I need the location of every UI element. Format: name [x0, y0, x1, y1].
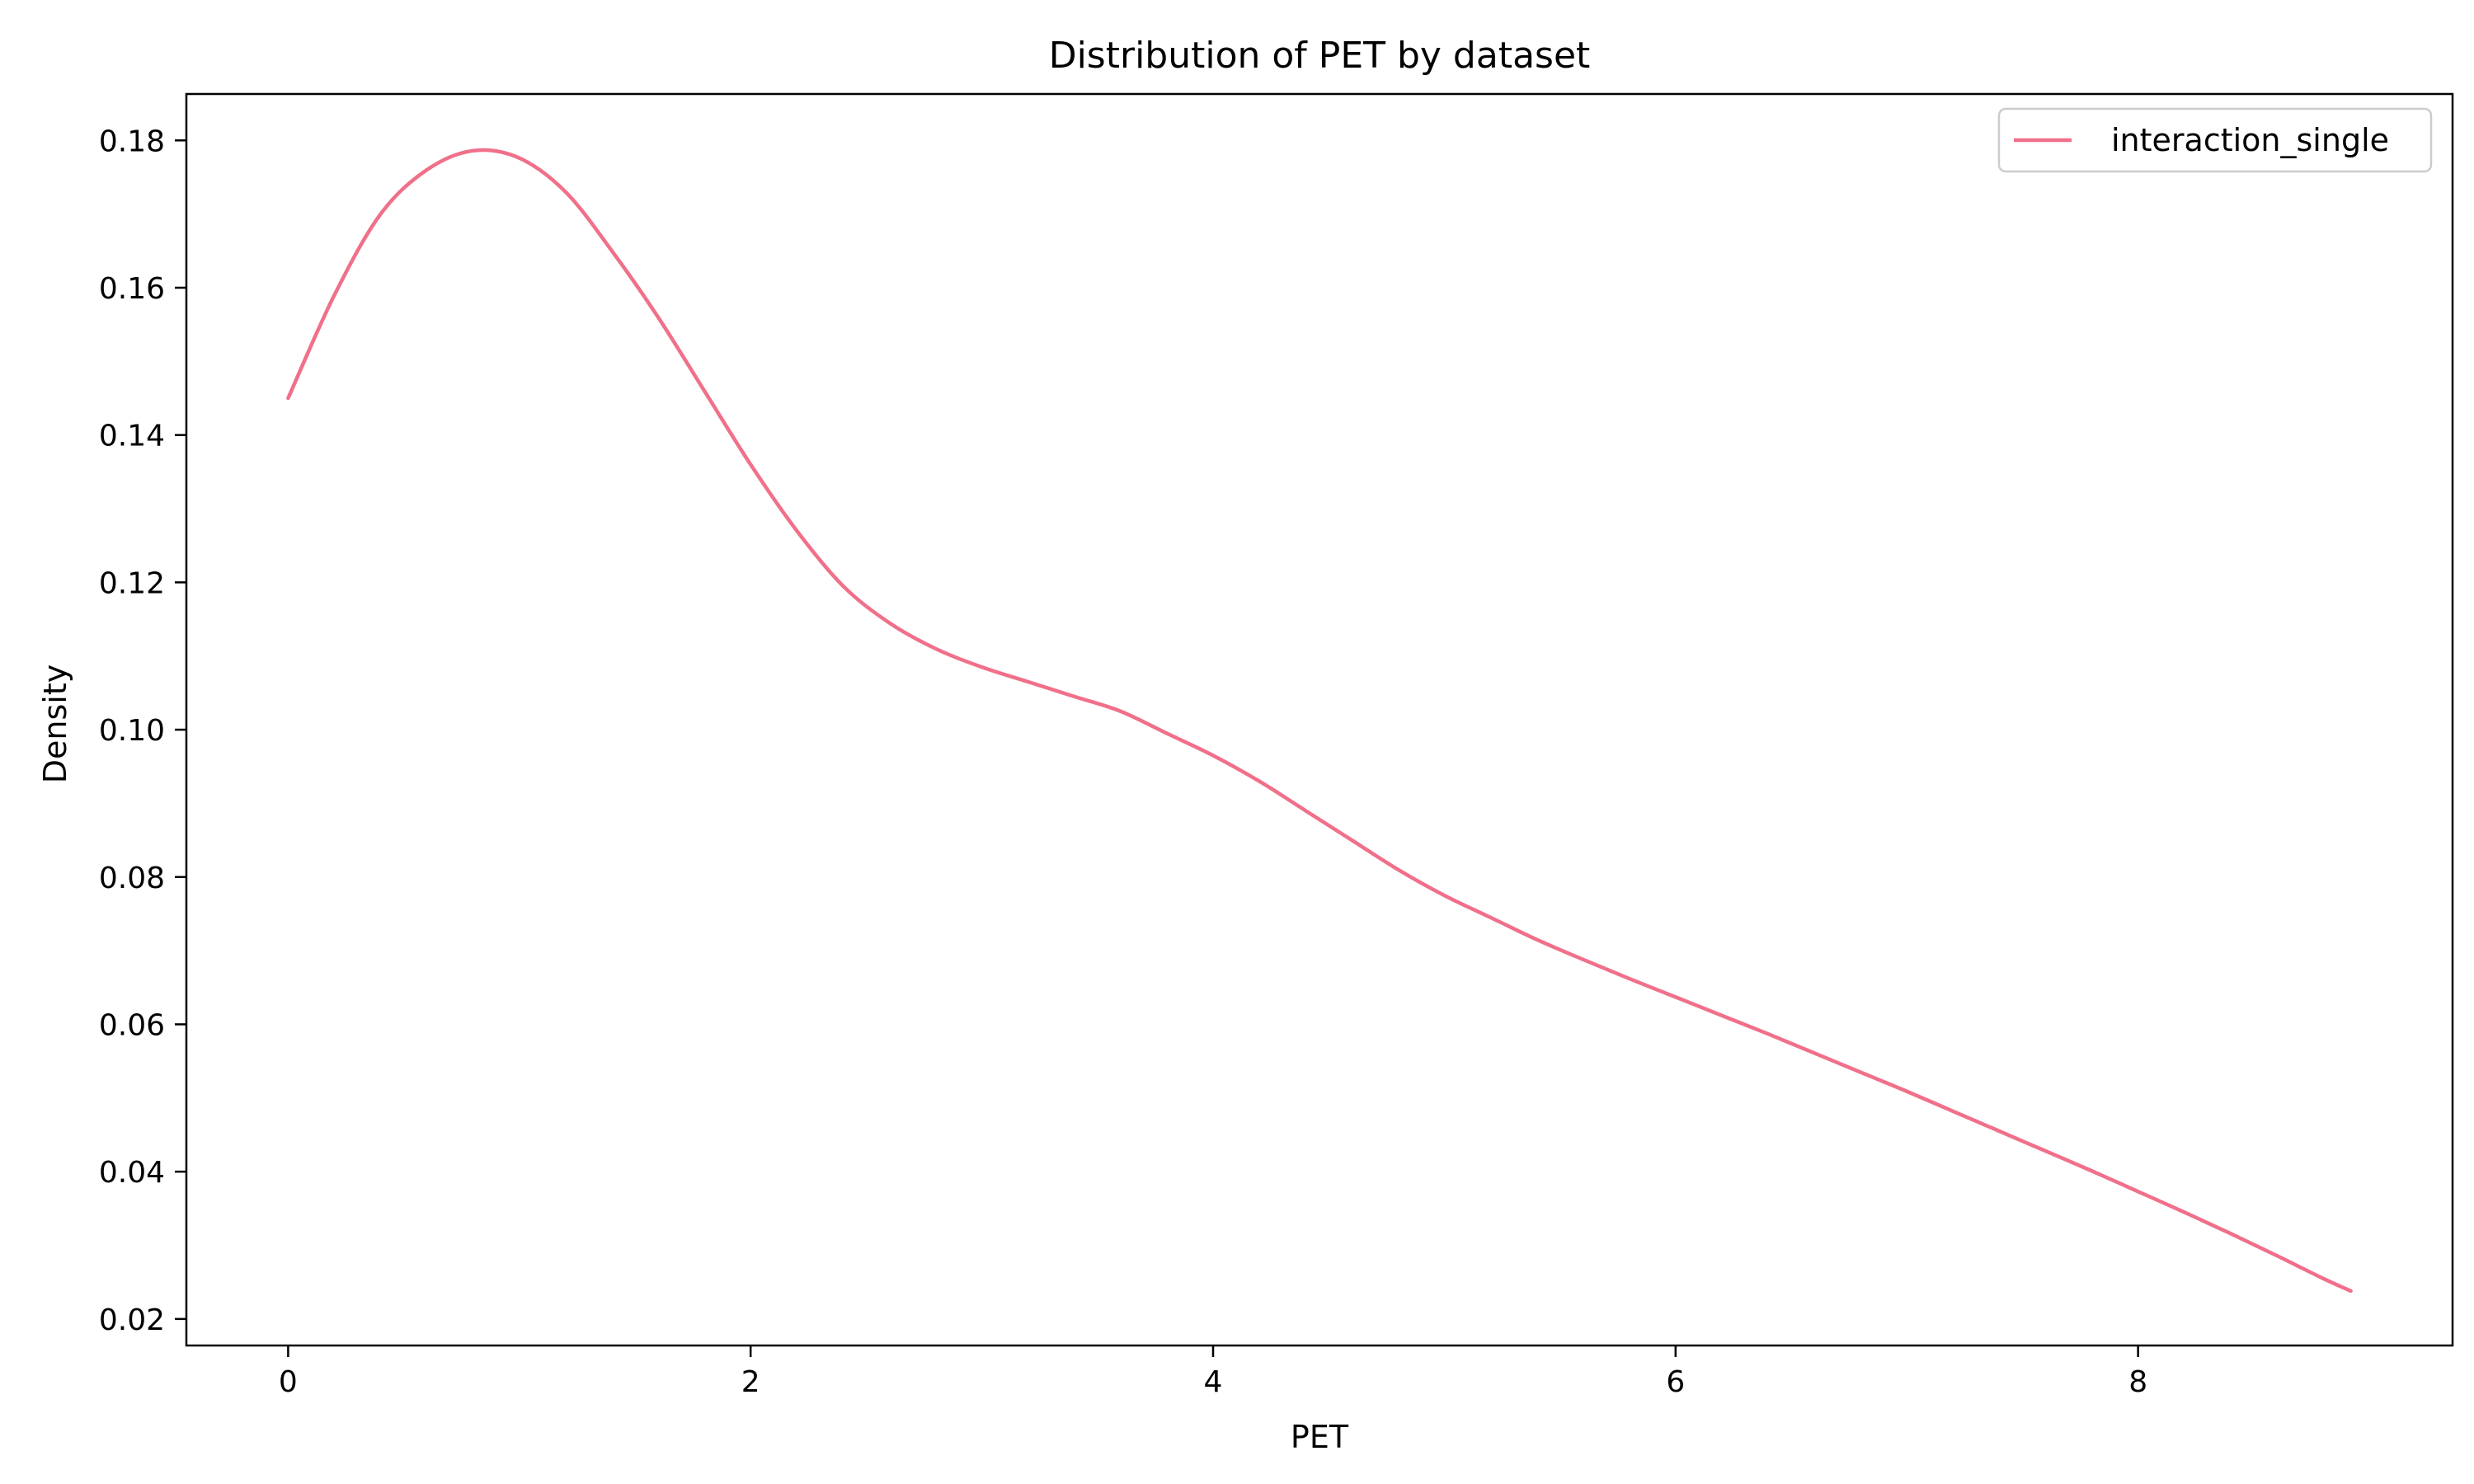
- y-axis: 0.02 0.04 0.06 0.08 0.10 0.12 0.14 0.16 0.18: [99, 124, 186, 1337]
- y-tick-label: 0.08: [99, 862, 165, 895]
- x-tick-label: 6: [1666, 1365, 1685, 1399]
- legend: interaction_single: [1997, 107, 2433, 173]
- y-axis-label: Density: [37, 665, 73, 783]
- plot-frame: [185, 92, 2454, 1347]
- y-tick-label: 0.16: [99, 272, 165, 306]
- x-axis: 0 2 4 6 8: [279, 1345, 2147, 1399]
- y-tick-label: 0.12: [99, 566, 165, 600]
- y-tick-label: 0.18: [99, 124, 165, 158]
- x-tick-label: 4: [1204, 1365, 1223, 1399]
- y-tick-label: 0.14: [99, 420, 165, 453]
- chart-title: Distribution of PET by dataset: [1049, 35, 1591, 77]
- y-tick-label: 0.02: [99, 1303, 165, 1337]
- x-tick-label: 8: [2128, 1365, 2147, 1399]
- x-tick-label: 2: [741, 1365, 760, 1399]
- y-tick-label: 0.10: [99, 714, 165, 748]
- y-tick-label: 0.04: [99, 1156, 165, 1190]
- legend-box: [1997, 107, 2433, 173]
- x-axis-label: PET: [1291, 1419, 1349, 1455]
- x-tick-label: 0: [279, 1365, 298, 1399]
- y-tick-label: 0.06: [99, 1008, 165, 1042]
- series-line-interaction-single: [286, 148, 2353, 1294]
- legend-label-interaction-single: interaction_single: [2111, 122, 2389, 158]
